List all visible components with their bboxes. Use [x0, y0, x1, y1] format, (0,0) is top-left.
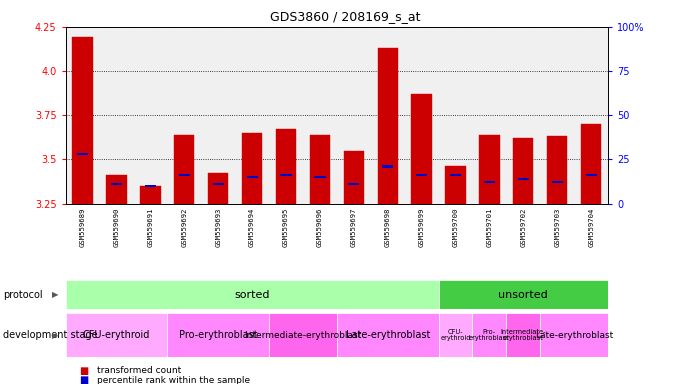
- Bar: [208, 174, 228, 204]
- Bar: [247, 176, 258, 178]
- Bar: [348, 183, 359, 185]
- Bar: [540, 313, 608, 357]
- Bar: [551, 181, 563, 184]
- Text: CFU-
erythroid: CFU- erythroid: [440, 329, 471, 341]
- Text: Pro-
erythroblast: Pro- erythroblast: [469, 329, 510, 341]
- Bar: [179, 174, 190, 176]
- Bar: [411, 94, 432, 204]
- Text: GSM559690: GSM559690: [113, 207, 120, 247]
- Text: sorted: sorted: [234, 290, 270, 300]
- Text: GSM559697: GSM559697: [351, 207, 357, 247]
- Bar: [145, 185, 156, 187]
- Bar: [585, 174, 597, 176]
- Text: percentile rank within the sample: percentile rank within the sample: [97, 376, 250, 384]
- Text: GSM559704: GSM559704: [588, 207, 594, 247]
- Text: Pro-erythroblast: Pro-erythroblast: [179, 330, 258, 340]
- Text: transformed count: transformed count: [97, 366, 181, 375]
- Text: Intermediate-
erythroblast: Intermediate- erythroblast: [500, 329, 546, 341]
- Bar: [581, 124, 601, 204]
- Text: ■: ■: [79, 375, 88, 384]
- Text: GSM559703: GSM559703: [554, 207, 560, 247]
- Bar: [439, 313, 473, 357]
- Text: GSM559689: GSM559689: [79, 207, 86, 247]
- Text: GSM559692: GSM559692: [181, 207, 187, 247]
- Text: GSM559702: GSM559702: [520, 207, 527, 247]
- Text: GSM559698: GSM559698: [385, 207, 390, 247]
- Bar: [518, 178, 529, 180]
- Text: GSM559700: GSM559700: [453, 207, 459, 247]
- Bar: [276, 129, 296, 204]
- Text: Late-erythroblast: Late-erythroblast: [535, 331, 614, 339]
- Text: CFU-erythroid: CFU-erythroid: [83, 330, 150, 340]
- Text: GDS3860 / 208169_s_at: GDS3860 / 208169_s_at: [270, 10, 421, 23]
- Bar: [140, 186, 160, 204]
- Bar: [310, 135, 330, 204]
- Text: Intermediate-erythroblast: Intermediate-erythroblast: [245, 331, 361, 339]
- Bar: [337, 313, 439, 357]
- Bar: [445, 166, 466, 204]
- Text: GSM559694: GSM559694: [249, 207, 255, 247]
- Bar: [66, 280, 439, 309]
- Bar: [167, 313, 269, 357]
- Bar: [213, 183, 224, 185]
- Bar: [73, 38, 93, 204]
- Text: ■: ■: [79, 366, 88, 376]
- Bar: [547, 136, 567, 204]
- Text: GSM559699: GSM559699: [419, 207, 424, 247]
- Bar: [416, 174, 427, 176]
- Text: GSM559696: GSM559696: [317, 207, 323, 247]
- Text: GSM559701: GSM559701: [486, 207, 493, 247]
- Bar: [281, 174, 292, 176]
- Bar: [382, 165, 393, 167]
- Bar: [314, 176, 325, 178]
- Bar: [174, 135, 194, 204]
- Bar: [480, 135, 500, 204]
- Bar: [269, 313, 337, 357]
- Bar: [507, 313, 540, 357]
- Text: ▶: ▶: [53, 290, 59, 299]
- Bar: [111, 183, 122, 185]
- Bar: [450, 174, 461, 176]
- Bar: [377, 48, 398, 204]
- Bar: [343, 151, 364, 204]
- Bar: [513, 138, 533, 204]
- Text: GSM559693: GSM559693: [215, 207, 221, 247]
- Text: development stage: development stage: [3, 330, 98, 340]
- Text: GSM559695: GSM559695: [283, 207, 289, 247]
- Text: ▶: ▶: [53, 331, 59, 339]
- Text: Late-erythroblast: Late-erythroblast: [346, 330, 430, 340]
- Bar: [77, 153, 88, 155]
- Text: protocol: protocol: [3, 290, 43, 300]
- Bar: [106, 175, 126, 204]
- Bar: [484, 181, 495, 184]
- Bar: [66, 313, 167, 357]
- Text: unsorted: unsorted: [498, 290, 548, 300]
- Bar: [473, 313, 507, 357]
- Bar: [439, 280, 608, 309]
- Text: GSM559691: GSM559691: [147, 207, 153, 247]
- Bar: [242, 133, 263, 204]
